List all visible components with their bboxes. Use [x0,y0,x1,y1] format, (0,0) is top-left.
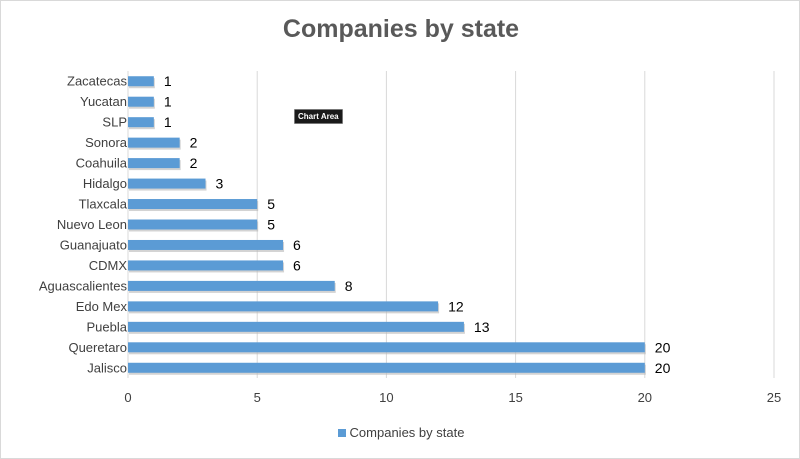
data-label: 12 [448,298,464,314]
data-label: 1 [164,73,172,89]
category-label: Coahuila [76,156,128,171]
x-tick-label: 10 [379,390,393,405]
bar-yucatan[interactable] [128,96,154,107]
data-label: 13 [474,319,490,335]
bar-queretaro[interactable] [128,342,645,353]
x-tick-label: 15 [508,390,522,405]
bar-edo-mex[interactable] [128,301,439,312]
x-tick-labels: 0 5 10 15 20 25 [124,390,781,405]
bar-tlaxcala[interactable] [128,199,258,210]
bar-puebla[interactable] [128,321,464,332]
data-label: 20 [655,360,671,376]
legend-swatch [337,428,346,437]
data-label: 8 [345,278,353,294]
category-label: Aguascalientes [39,278,128,293]
category-label: CDMX [89,258,128,273]
category-label: Guanajuato [60,237,127,252]
x-tick-label: 20 [638,390,652,405]
bar-hidalgo[interactable] [128,178,206,189]
legend-label: Companies by state [349,425,465,440]
category-label: Sonora [85,135,128,150]
data-label: 3 [216,176,224,192]
category-label: Tlaxcala [79,197,128,212]
data-label: 6 [293,237,301,253]
x-tick-label: 0 [124,390,131,405]
category-label: Zacatecas [67,74,127,89]
data-label: 5 [267,217,275,233]
category-label: Puebla [87,319,128,334]
bar-zacatecas[interactable] [128,76,154,87]
bar-sonora[interactable] [128,137,180,148]
legend: Companies by state [1,425,800,440]
category-label: Hidalgo [83,176,127,191]
data-label: 2 [190,135,198,151]
data-label: 1 [164,114,172,130]
chart-area-tooltip: Chart Area [294,109,343,124]
bar-aguascalientes[interactable] [128,280,335,291]
category-label: SLP [102,115,127,130]
bar-nuevo-leon[interactable] [128,219,258,230]
category-label: Yucatan [80,94,127,109]
category-label: Edo Mex [76,299,128,314]
chart-title: Companies by state [282,15,520,43]
category-labels: Zacatecas Yucatan SLP Sonora Coahuila Hidalgo… [39,74,128,376]
x-tick-label: 5 [254,390,261,405]
x-tick-label: 25 [767,390,781,405]
category-label: Jalisco [87,360,127,375]
bar-jalisco[interactable] [128,362,645,373]
data-label: 5 [267,196,275,212]
bar-coahuila[interactable] [128,158,180,169]
bar-cdmx[interactable] [128,260,284,271]
category-label: Queretaro [68,340,127,355]
bars [128,76,646,375]
bar-guanajuato[interactable] [128,239,284,250]
data-label: 2 [190,155,198,171]
data-label: 20 [655,339,671,355]
data-label: 1 [164,94,172,110]
data-label: 6 [293,257,301,273]
category-label: Nuevo Leon [57,217,127,232]
bar-slp[interactable] [128,117,154,128]
